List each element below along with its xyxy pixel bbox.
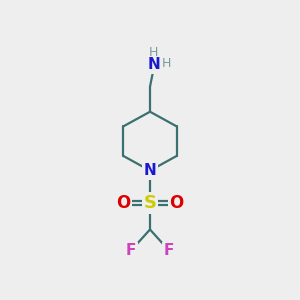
Text: N: N bbox=[144, 163, 156, 178]
Text: O: O bbox=[116, 194, 130, 212]
Text: O: O bbox=[169, 194, 184, 212]
Text: F: F bbox=[126, 243, 136, 258]
Text: F: F bbox=[164, 243, 174, 258]
Text: S: S bbox=[143, 194, 157, 212]
Text: H: H bbox=[162, 57, 172, 70]
Text: H: H bbox=[148, 46, 158, 59]
Text: N: N bbox=[148, 57, 161, 72]
